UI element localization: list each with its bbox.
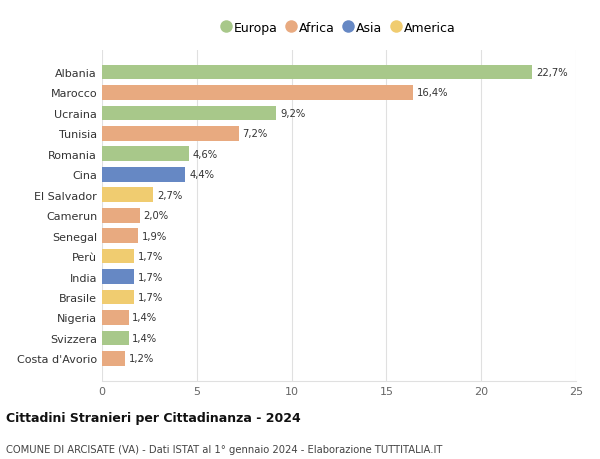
Text: 1,9%: 1,9% — [142, 231, 167, 241]
Bar — [102, 66, 532, 80]
Text: 9,2%: 9,2% — [280, 109, 305, 119]
Text: 1,4%: 1,4% — [133, 313, 157, 323]
Text: 4,6%: 4,6% — [193, 150, 218, 159]
Text: 16,4%: 16,4% — [417, 88, 448, 98]
Text: COMUNE DI ARCISATE (VA) - Dati ISTAT al 1° gennaio 2024 - Elaborazione TUTTITALI: COMUNE DI ARCISATE (VA) - Dati ISTAT al … — [6, 444, 442, 454]
Bar — [102, 127, 239, 141]
Legend: Europa, Africa, Asia, America: Europa, Africa, Asia, America — [218, 17, 460, 40]
Text: 1,7%: 1,7% — [138, 252, 163, 262]
Bar — [102, 147, 189, 162]
Text: 7,2%: 7,2% — [242, 129, 268, 139]
Text: 4,4%: 4,4% — [189, 170, 214, 180]
Bar — [102, 106, 277, 121]
Bar — [102, 290, 134, 305]
Bar — [102, 331, 128, 346]
Text: 1,7%: 1,7% — [138, 292, 163, 302]
Text: 2,7%: 2,7% — [157, 190, 182, 200]
Bar — [102, 351, 125, 366]
Bar — [102, 249, 134, 264]
Bar — [102, 229, 138, 243]
Text: 1,4%: 1,4% — [133, 333, 157, 343]
Text: 1,7%: 1,7% — [138, 272, 163, 282]
Text: Cittadini Stranieri per Cittadinanza - 2024: Cittadini Stranieri per Cittadinanza - 2… — [6, 412, 301, 425]
Bar — [102, 310, 128, 325]
Text: 2,0%: 2,0% — [144, 211, 169, 221]
Bar — [102, 188, 153, 203]
Bar — [102, 86, 413, 101]
Bar — [102, 208, 140, 223]
Text: 1,2%: 1,2% — [128, 353, 154, 364]
Bar — [102, 269, 134, 284]
Text: 22,7%: 22,7% — [536, 68, 568, 78]
Bar — [102, 168, 185, 182]
